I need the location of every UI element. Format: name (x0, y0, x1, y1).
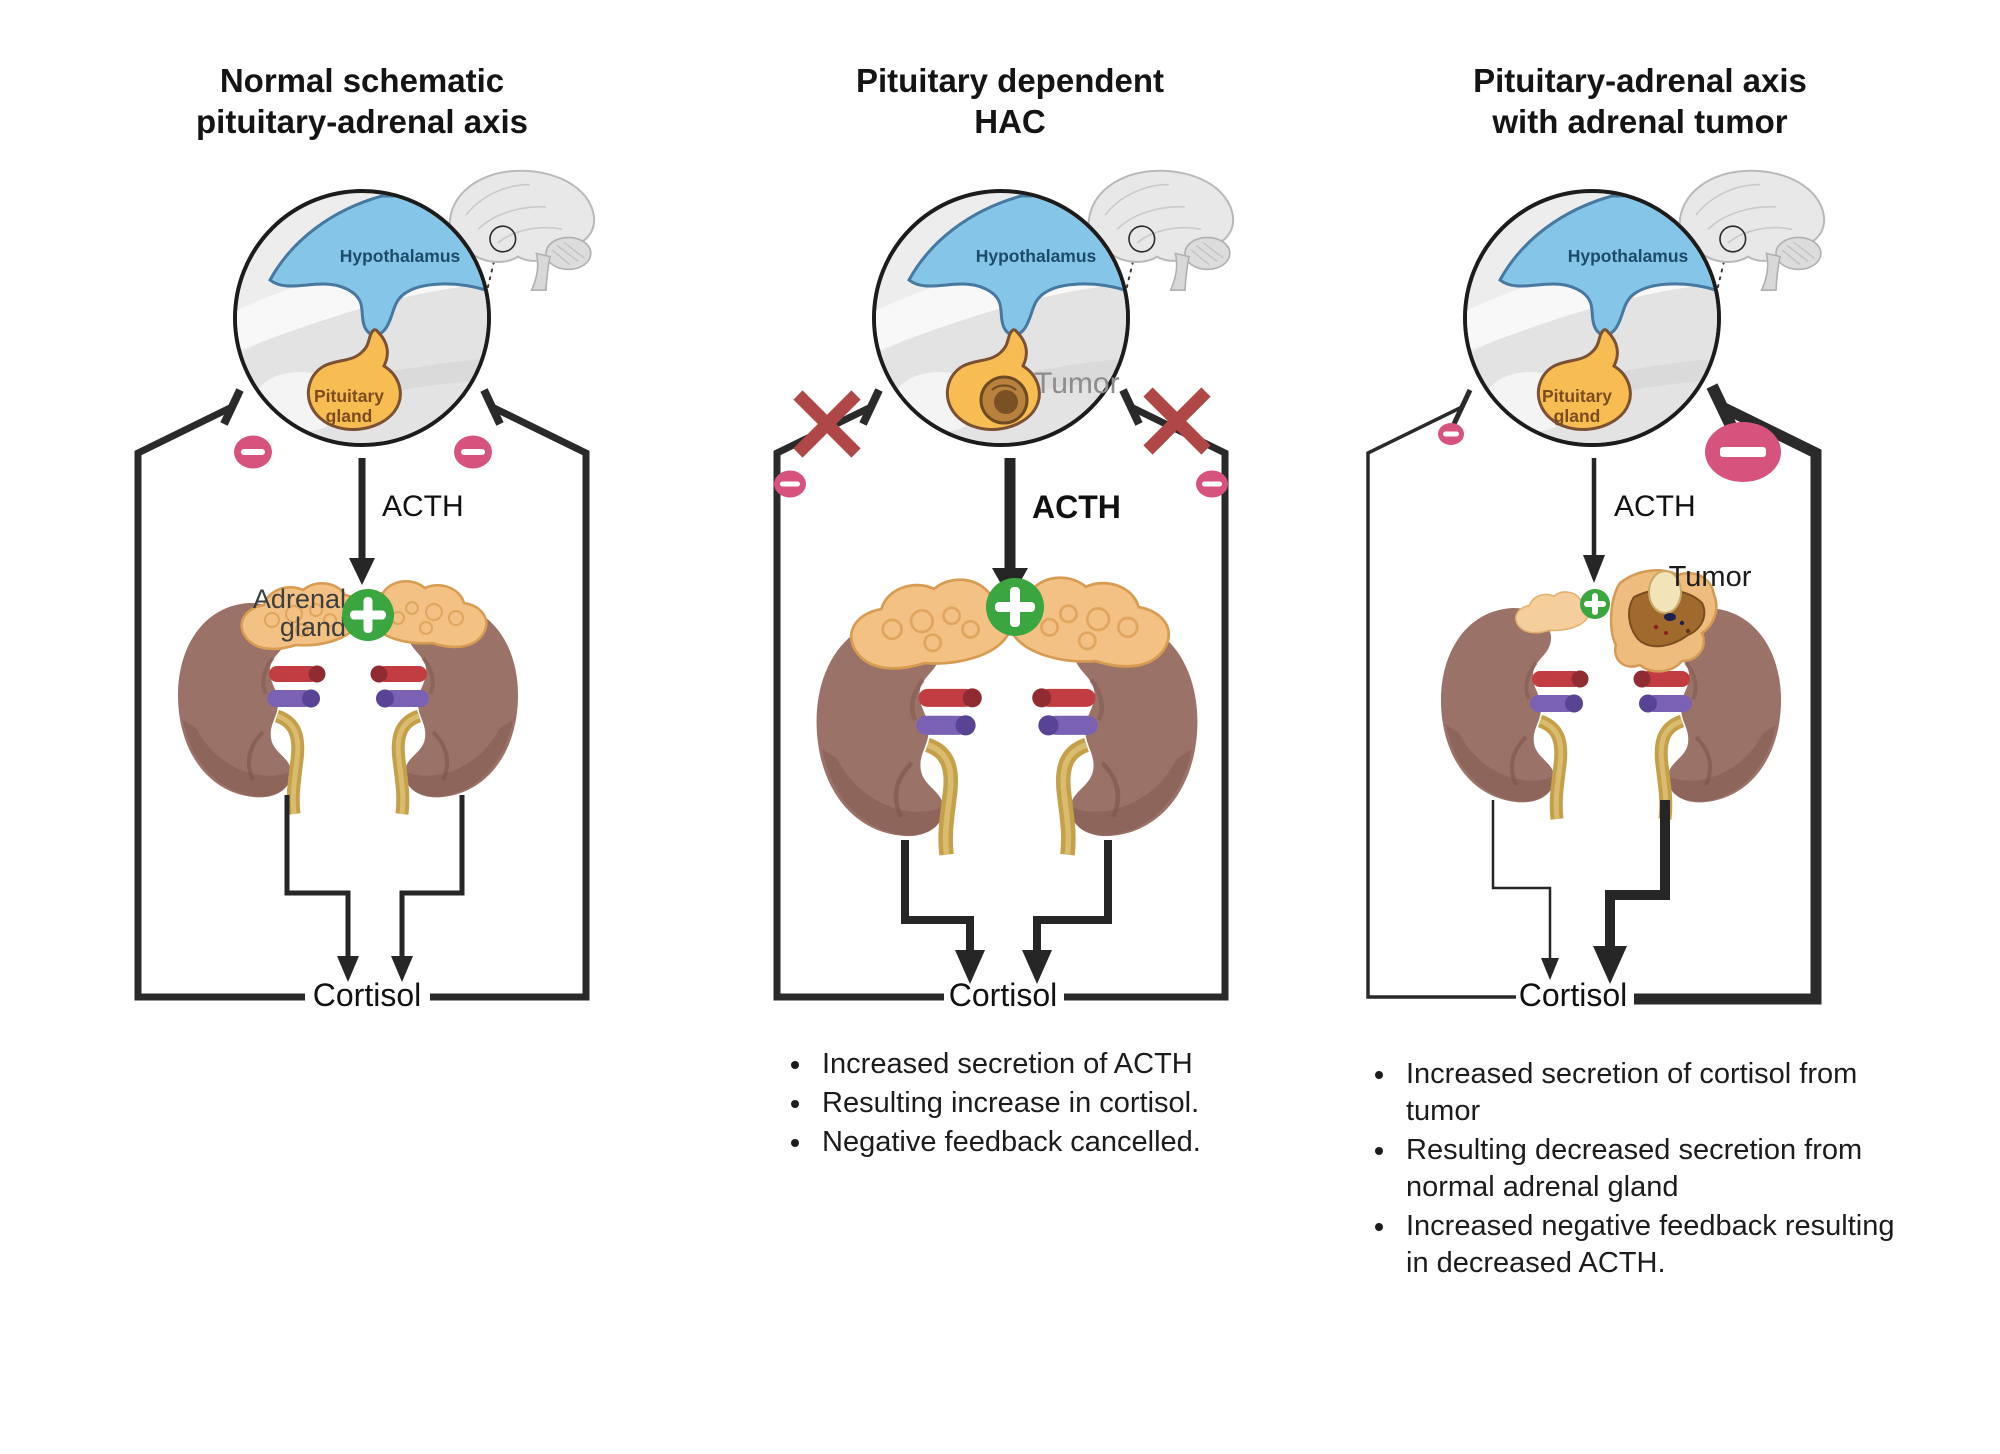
pituitary-label-line2: gland (1554, 406, 1601, 426)
minus-badge-right (1196, 470, 1228, 498)
minus-badge-left (774, 470, 806, 498)
bullet-item: Increased negative feedback resulting in… (1398, 1208, 1898, 1282)
bullet-item: Increased secretion of cortisol from tum… (1398, 1056, 1898, 1130)
pituitary-label-line1: Pituitary (314, 386, 384, 406)
inhibit-tbar-left (859, 388, 883, 426)
adrenal-label-line1: Adrenal (253, 584, 346, 614)
acth-arrowhead (349, 558, 375, 585)
tumor-label: Tumor (1669, 561, 1752, 593)
panel1-title: Normal schematic pituitary-adrenal axis (62, 60, 662, 142)
cortisol-arrowhead-left (1541, 958, 1559, 980)
bullet-item: Increased secretion of ACTH (814, 1046, 1284, 1083)
adrenal-gland-left-enlarged (849, 578, 1015, 670)
cortisol-line-right (1033, 840, 1112, 952)
plus-badge-small (1580, 589, 1610, 619)
cortisol-arrowhead-left (337, 956, 359, 982)
minus-badge-left-small (1438, 423, 1464, 445)
tumor-label: Tumor (1034, 367, 1120, 400)
pituitary-label-line2: gland (326, 406, 373, 426)
inhibit-tbar-right (1706, 383, 1738, 431)
hypothalamus-label: Hypothalamus (1568, 246, 1689, 266)
feedback-line-left-thin (1366, 405, 1516, 999)
bullet-item: Resulting decreased secretion from norma… (1398, 1132, 1898, 1206)
plus-badge (986, 578, 1044, 636)
adrenal-tumor (1609, 569, 1718, 673)
minus-badge-right-large (1705, 422, 1781, 482)
cortisol-line-left (284, 795, 351, 958)
plus-badge (342, 589, 394, 641)
panel2-title-line2: HAC (974, 103, 1046, 140)
inhibit-tbar-right (1119, 388, 1143, 426)
cortisol-line-right (399, 795, 465, 958)
feedback-line-right (430, 403, 590, 1001)
cortisol-line-left (901, 840, 974, 952)
feedback-line-left (134, 403, 305, 1001)
cortisol-arrowhead-right (1022, 950, 1052, 984)
cancel-x-left (793, 390, 861, 458)
panel1-title-line1: Normal schematic (219, 62, 505, 99)
cortisol-arrowhead-right (391, 956, 413, 982)
hypothalamus-label: Hypothalamus (976, 246, 1097, 266)
adrenal-gland-left-atrophied (1515, 591, 1591, 634)
inhibit-tbar-right (480, 388, 504, 426)
panel1-title-line2: pituitary-adrenal axis (196, 103, 528, 140)
minus-badge-right (454, 435, 492, 469)
kidneys (1441, 608, 1781, 819)
cortisol-arrowhead-right (1593, 946, 1627, 984)
panel3-title: Pituitary-adrenal axis with adrenal tumo… (1340, 60, 1940, 142)
cortisol-label: Cortisol (313, 977, 421, 1013)
tumor-mass (1648, 570, 1682, 614)
pituitary-tumor (979, 375, 1029, 425)
acth-label: ACTH (1032, 489, 1121, 525)
hypothalamus-label: Hypothalamus (340, 246, 461, 266)
pituitary-label-line1: Pituitary (1542, 386, 1612, 406)
acth-label: ACTH (1614, 490, 1696, 523)
panel2-diagram: Hypothalamus Tumor ACTH (773, 169, 1235, 1013)
panel3-title-line1: Pituitary-adrenal axis (1473, 62, 1807, 99)
acth-arrowhead (1583, 555, 1605, 583)
panel1-diagram: Hypothalamus Pituitary gland ACTH Adrena… (134, 169, 596, 1013)
inhibit-tbar-left (220, 388, 244, 426)
panel2-title: Pituitary dependent HAC (710, 60, 1310, 142)
bullet-item: Resulting increase in cortisol. (814, 1085, 1284, 1122)
cortisol-line-left-thin (1491, 800, 1552, 960)
diagram-art: Hypothalamus Pituitary gland ACTH Adrena… (134, 169, 1826, 1013)
panel2-title-line1: Pituitary dependent (855, 62, 1165, 99)
cortisol-line-right-thick (1605, 800, 1670, 948)
minus-badge-left (234, 435, 272, 469)
panel2-bullet-list: Increased secretion of ACTH Resulting in… (772, 1046, 1284, 1163)
panel3-diagram: Hypothalamus Pituitary gland ACTH (1366, 169, 1826, 1013)
panel3-title-line2: with adrenal tumor (1492, 103, 1788, 140)
feedback-line-right-thick (1634, 402, 1822, 1005)
cortisol-arrowhead-left (955, 950, 985, 984)
cortisol-label: Cortisol (1519, 977, 1627, 1013)
inhibit-tbar-left (1451, 388, 1473, 426)
bullet-item: Negative feedback cancelled. (814, 1124, 1284, 1161)
cortisol-label: Cortisol (949, 977, 1057, 1013)
cancel-x-right (1143, 387, 1211, 455)
panel3-bullet-list: Increased secretion of cortisol from tum… (1356, 1056, 1898, 1284)
adrenal-label-line2: gland (280, 612, 346, 642)
acth-label: ACTH (382, 490, 464, 523)
